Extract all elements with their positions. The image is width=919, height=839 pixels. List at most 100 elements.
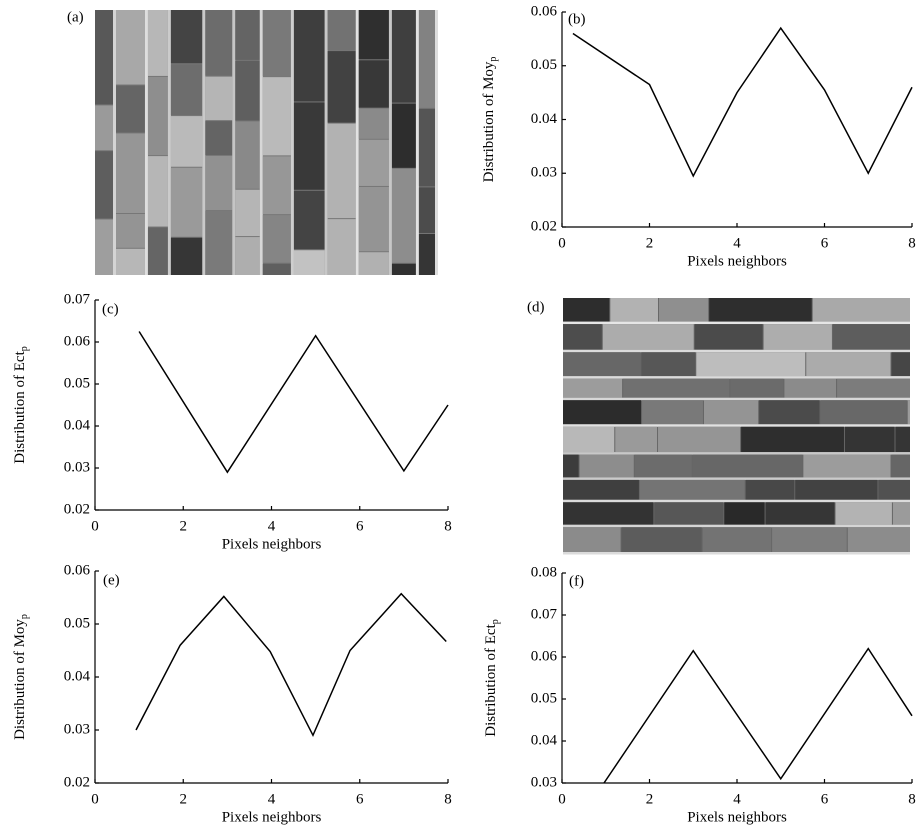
image-gap [563, 499, 910, 503]
y-tick-label: 0.08 [531, 564, 557, 580]
texture-image [563, 298, 910, 555]
image-gap [290, 10, 294, 275]
panel-label: (b) [568, 11, 586, 27]
image-cell [878, 479, 910, 500]
y-tick-label: 0.07 [64, 291, 91, 307]
image-cell [741, 426, 844, 453]
y-axis-label: Distribution of Moyp [481, 57, 499, 183]
y-tick-label: 0.06 [64, 562, 91, 578]
image-cell [147, 10, 168, 76]
image-cell [147, 76, 168, 156]
data-line [603, 647, 913, 784]
image-cell [116, 10, 145, 85]
image-cell [235, 189, 260, 237]
x-tick-label: 0 [558, 235, 566, 251]
y-tick-label: 0.03 [64, 459, 90, 475]
image-cell [293, 190, 325, 250]
x-tick-label: 0 [91, 791, 99, 807]
image-cell [293, 102, 325, 190]
image-cell [759, 400, 820, 425]
image-cell [610, 298, 659, 322]
y-tick-label: 0.04 [531, 111, 558, 127]
image-cell [784, 378, 837, 398]
image-cell [116, 85, 145, 133]
image-cell [563, 479, 639, 500]
image-cell [418, 10, 435, 108]
image-gap [144, 10, 148, 275]
y-axis-label-text: Distribution of Moy [481, 61, 497, 182]
y-tick-label: 0.04 [531, 732, 558, 748]
x-tick-label: 8 [908, 791, 916, 807]
y-tick-label: 0.03 [531, 774, 557, 790]
image-cell [293, 250, 325, 275]
image-cell [95, 10, 114, 105]
image-cell [418, 187, 435, 233]
image-cell [563, 454, 579, 478]
y-tick-label: 0.02 [64, 774, 90, 790]
image-cell [803, 454, 891, 478]
y-tick-label: 0.06 [531, 3, 558, 19]
image-cell [659, 298, 709, 322]
image-cell [907, 400, 910, 425]
x-tick-label: 6 [356, 791, 364, 807]
panel-label: (a) [67, 9, 84, 25]
image-cell [639, 479, 745, 500]
data-line [135, 592, 447, 738]
image-cell [847, 527, 910, 552]
image-cell [391, 10, 416, 103]
image-cell [418, 233, 435, 275]
y-axis-label: Distribution of Ectp [483, 619, 501, 737]
y-tick-label: 0.07 [531, 606, 558, 622]
x-tick-label: 2 [646, 235, 654, 251]
image-cell [391, 168, 416, 263]
image-cell [262, 156, 291, 215]
image-cell [724, 502, 765, 525]
image-cell [696, 352, 806, 377]
image-cell [358, 186, 389, 252]
image-gap [259, 10, 263, 275]
image-cell [170, 64, 203, 116]
image-cell [806, 352, 891, 377]
image-cell [358, 60, 389, 108]
y-axis-label-subscript: p [490, 619, 501, 624]
image-cell [95, 151, 114, 219]
x-tick-label: 6 [821, 235, 829, 251]
y-tick-label: 0.02 [64, 501, 90, 517]
image-gap [202, 10, 206, 275]
y-axis-label: Distribution of Moyp [12, 614, 30, 740]
image-cell [95, 105, 114, 151]
image-gap [563, 349, 910, 353]
panel-label: (c) [102, 301, 119, 317]
image-cell [895, 426, 910, 453]
image-cell [563, 426, 615, 453]
image-gap [563, 397, 910, 401]
panel-label: (e) [103, 572, 120, 588]
image-cell [820, 400, 907, 425]
image-cell [205, 10, 233, 76]
image-cell [692, 454, 803, 478]
image-cell [641, 352, 696, 377]
image-cell [563, 527, 621, 552]
image-cell [262, 10, 291, 77]
image-cell [170, 167, 203, 237]
image-cell [709, 298, 812, 322]
image-cell [579, 454, 634, 478]
image-cell [262, 77, 291, 156]
image-cell [205, 155, 233, 211]
image-cell [358, 10, 389, 60]
image-cell [358, 252, 389, 275]
image-cell [892, 502, 910, 525]
image-cell [147, 227, 168, 275]
image-gap [435, 10, 438, 275]
x-tick-label: 6 [821, 791, 829, 807]
data-line [138, 331, 449, 474]
y-axis-label-text: Distribution of Ect [483, 623, 499, 736]
image-cell [147, 156, 168, 227]
image-cell [563, 502, 654, 525]
x-tick-label: 8 [444, 518, 452, 534]
image-cell [327, 10, 356, 51]
x-tick-label: 2 [646, 791, 654, 807]
x-tick-label: 4 [268, 518, 276, 534]
image-cell [327, 51, 356, 123]
y-axis-label: Distribution of Ectp [12, 346, 30, 464]
